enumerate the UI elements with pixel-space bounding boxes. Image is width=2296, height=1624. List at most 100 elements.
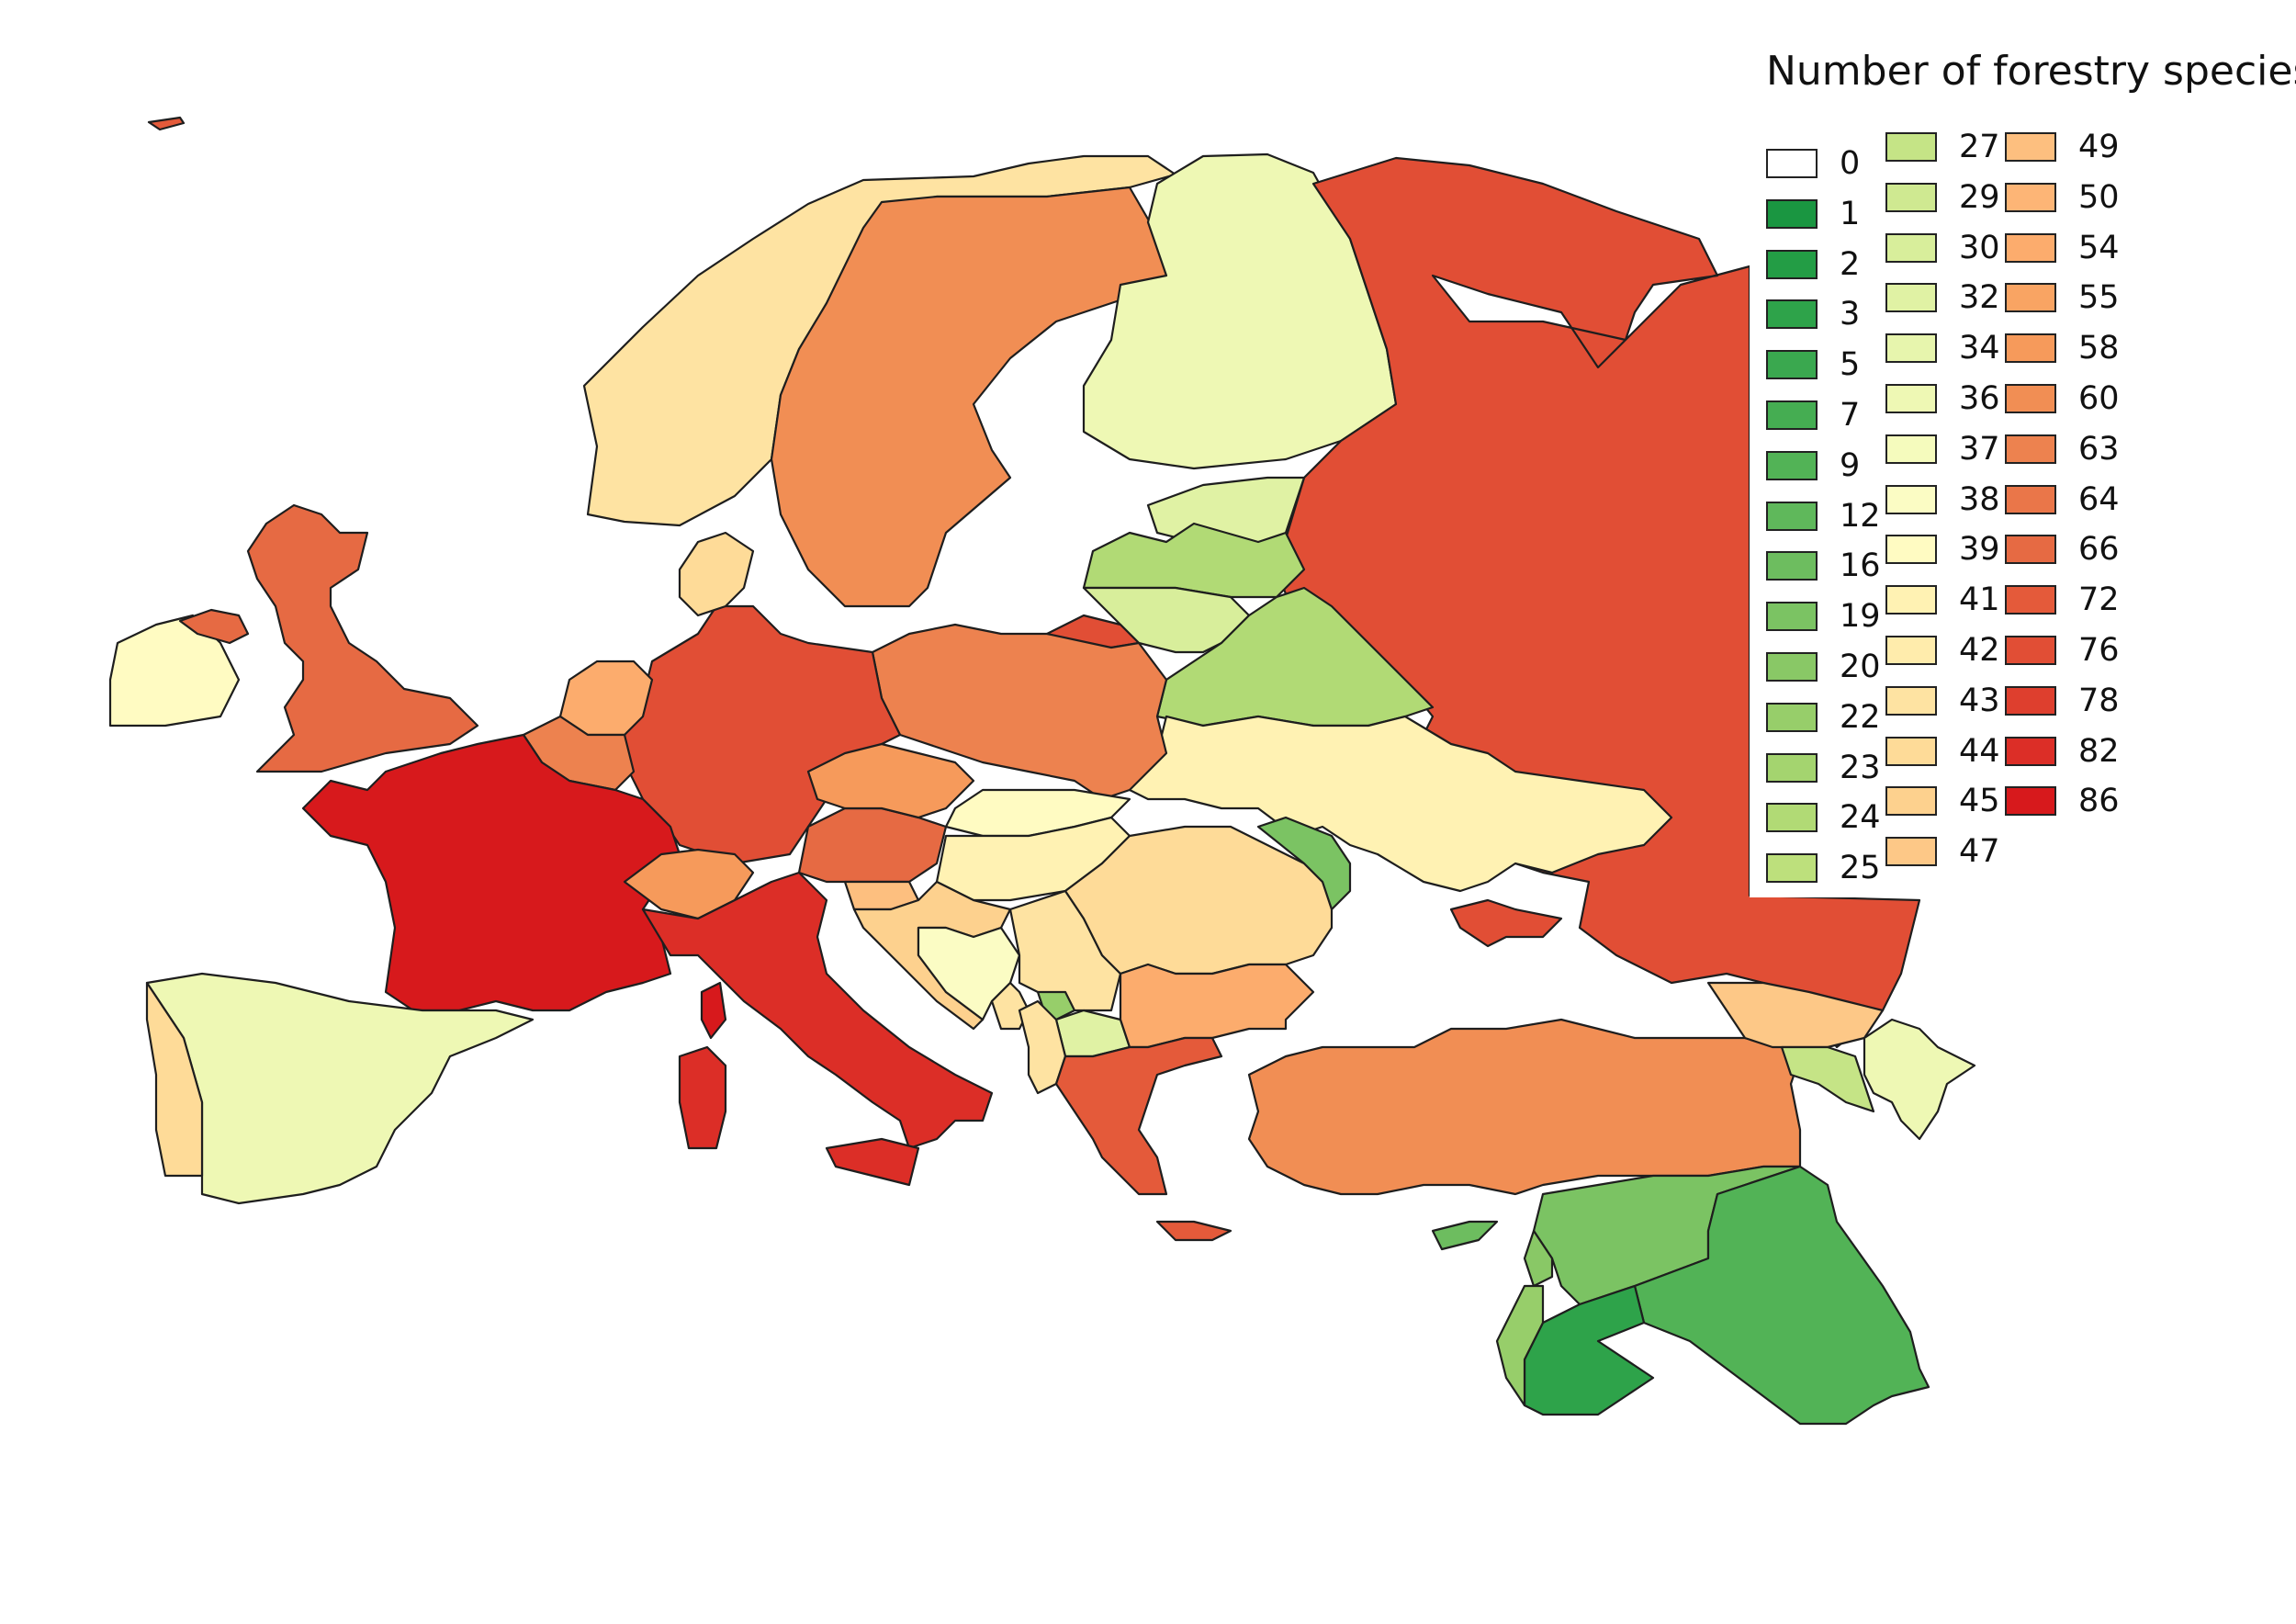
region-sardinia [678, 1045, 727, 1150]
region-sweden [770, 186, 1168, 608]
legend-swatch [2005, 333, 2056, 364]
legend-label: 22 [1840, 698, 1881, 736]
legend-swatch [1885, 736, 1937, 766]
legend-item: 45 [1885, 783, 2000, 819]
legend-item: 72 [2005, 581, 2120, 618]
legend-swatch [1766, 299, 1818, 330]
legend-swatch [1885, 786, 1937, 817]
region-sicily [825, 1137, 920, 1187]
legend-item: 32 [1885, 279, 2000, 316]
legend-label: 47 [1959, 833, 2000, 871]
legend-item: 36 [1885, 380, 2000, 417]
region-greece [1054, 1036, 1223, 1196]
legend-label: 72 [2078, 581, 2120, 619]
legend-label: 36 [1959, 380, 2000, 417]
legend-label: 42 [1959, 632, 2000, 669]
legend-swatch [1885, 333, 1937, 364]
legend-item: 29 [1885, 179, 2000, 216]
legend-item: 60 [2005, 380, 2120, 417]
legend-label: 66 [2078, 531, 2120, 569]
legend-item: 22 [1766, 699, 1881, 736]
region-ireland [108, 614, 241, 727]
legend-item: 24 [1766, 799, 1881, 836]
legend-item: 27 [1885, 129, 2000, 165]
region-georgia [1706, 981, 1885, 1049]
legend-label: 37 [1959, 430, 2000, 468]
legend-swatch [1885, 132, 1937, 162]
legend-swatch [1766, 198, 1818, 229]
legend-item: 49 [2005, 129, 2120, 165]
legend-label: 1 [1840, 195, 1861, 232]
legend-item: 25 [1766, 850, 1881, 886]
legend-label: 44 [1959, 732, 2000, 770]
legend-swatch [1885, 685, 1937, 716]
region-great-britain [246, 503, 479, 773]
legend-swatch [2005, 484, 2056, 514]
legend-item: 55 [2005, 279, 2120, 316]
legend-label: 82 [2078, 732, 2120, 770]
legend-item: 16 [1766, 547, 1881, 584]
region-lebanon [1523, 1229, 1554, 1288]
legend-item: 43 [1885, 682, 2000, 719]
legend-label: 41 [1959, 581, 2000, 619]
legend-item: 23 [1766, 750, 1881, 786]
legend-item: 7 [1766, 397, 1860, 434]
legend-swatch [1766, 450, 1818, 480]
legend-swatch [1766, 400, 1818, 430]
legend-item: 50 [2005, 179, 2120, 216]
legend-title: Number of forestry species [1766, 48, 2296, 95]
legend-swatch [2005, 585, 2056, 615]
legend-item: 82 [2005, 733, 2120, 770]
legend-swatch [1766, 249, 1818, 279]
region-armenia [1780, 1045, 1875, 1113]
region-spain [145, 972, 535, 1205]
legend-label: 43 [1959, 682, 2000, 719]
legend-swatch [1766, 350, 1818, 380]
legend-swatch [1766, 803, 1818, 833]
region-austria [797, 806, 948, 884]
legend-item: 30 [1885, 230, 2000, 266]
legend-item: 44 [1885, 733, 2000, 770]
legend-swatch [2005, 535, 2056, 565]
region-moldova [1256, 816, 1352, 911]
legend-item: 5 [1766, 346, 1860, 383]
legend-swatch [1885, 283, 1937, 313]
legend-label: 27 [1959, 129, 2000, 165]
legend-item: 64 [2005, 481, 2120, 518]
legend-swatch [1766, 551, 1818, 581]
legend-swatch [1885, 182, 1937, 212]
legend-swatch [1766, 652, 1818, 682]
region-poland [871, 623, 1168, 801]
legend-item: 38 [1885, 481, 2000, 518]
legend-label: 55 [2078, 279, 2120, 317]
region-switzerland [623, 848, 755, 920]
legend-label: 25 [1840, 850, 1881, 887]
legend-item: 9 [1766, 447, 1860, 484]
region-turkey [1247, 1018, 1802, 1196]
region-azerbaijan [1863, 1018, 1976, 1141]
region-corsica [700, 981, 727, 1040]
legend-label: 24 [1840, 799, 1881, 837]
legend-item: 76 [2005, 632, 2120, 669]
legend-item: 19 [1766, 598, 1881, 635]
legend-label: 30 [1959, 229, 2000, 266]
legend-label: 23 [1840, 749, 1881, 786]
legend-label: 86 [2078, 783, 2120, 820]
legend-swatch [1766, 149, 1818, 178]
legend-swatch [1885, 484, 1937, 514]
legend-label: 39 [1959, 531, 2000, 569]
legend-item: 86 [2005, 783, 2120, 819]
legend-label: 64 [2078, 480, 2120, 518]
legend-swatch [1766, 602, 1818, 632]
legend-swatch [1766, 853, 1818, 884]
legend-label: 5 [1840, 346, 1861, 384]
region-denmark [678, 531, 755, 617]
legend-label: 38 [1959, 480, 2000, 518]
region-france [301, 733, 681, 1012]
legend-item: 20 [1766, 648, 1881, 685]
legend-item: 54 [2005, 230, 2120, 266]
legend-label: 54 [2078, 229, 2120, 266]
legend-label: 0 [1840, 145, 1861, 182]
legend-swatch [2005, 384, 2056, 413]
